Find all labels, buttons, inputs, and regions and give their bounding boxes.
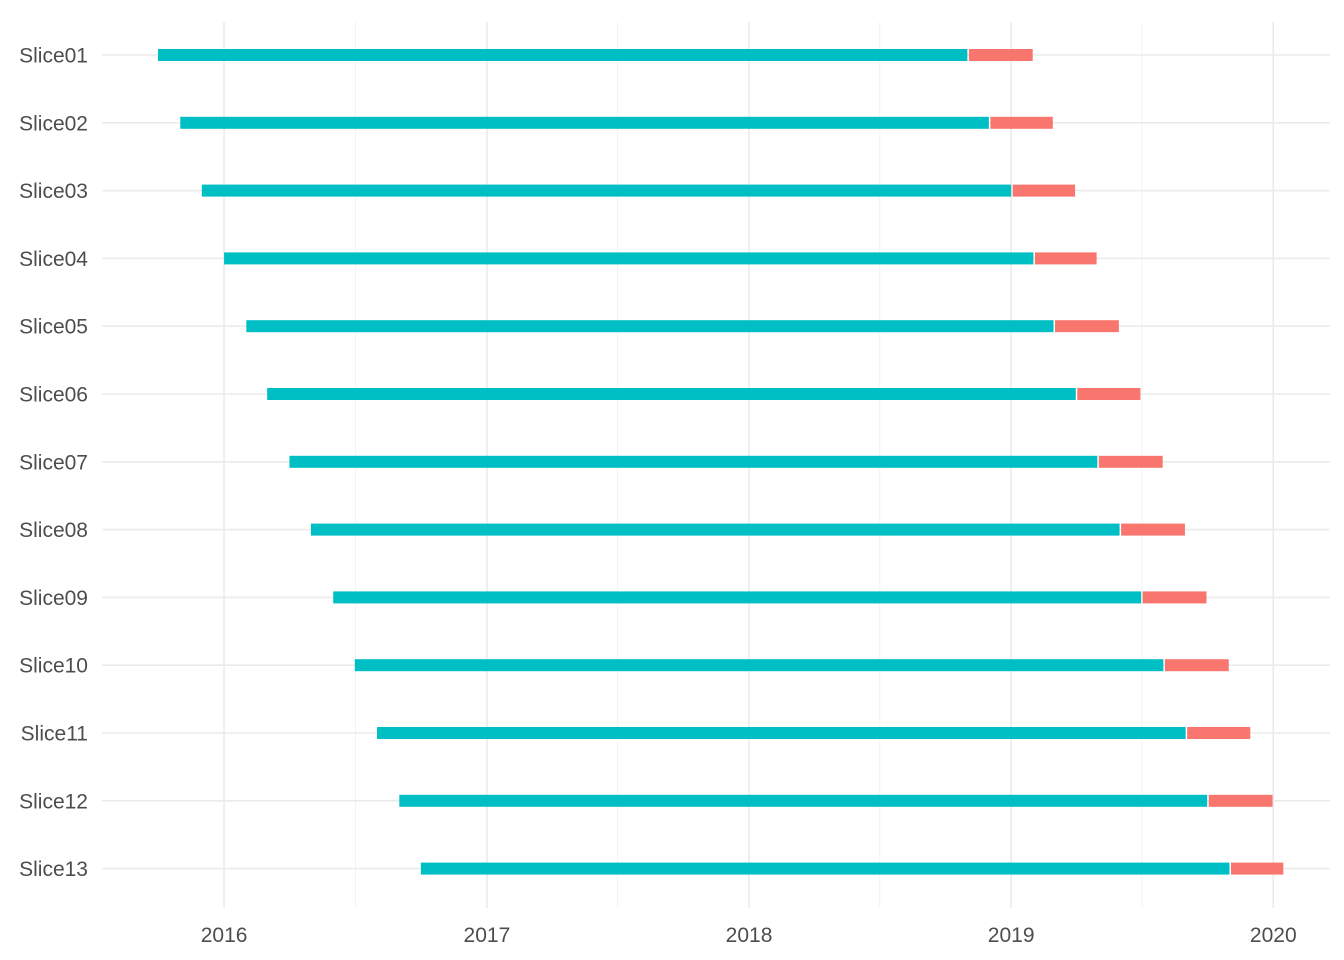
test-segment-bar <box>1187 727 1251 739</box>
x-tick-label: 2019 <box>988 924 1035 947</box>
y-tick-label: Slice06 <box>19 384 88 407</box>
y-tick-label: Slice09 <box>19 587 88 610</box>
test-segment-bar <box>1077 388 1141 400</box>
test-segment-bar <box>1098 455 1163 468</box>
x-tick-label: 2016 <box>201 924 248 947</box>
plot-area <box>158 49 1284 875</box>
y-tick-label: Slice12 <box>19 790 88 813</box>
train-segment-bar <box>354 659 1164 672</box>
test-segment-bar <box>1208 794 1273 807</box>
x-tick-label: 2020 <box>1250 924 1297 947</box>
train-segment-bar <box>333 591 1142 604</box>
y-tick-label: Slice11 <box>21 723 88 746</box>
y-tick-label: Slice02 <box>19 112 88 135</box>
train-segment-bar <box>158 49 968 61</box>
y-tick-label: Slice10 <box>19 655 88 678</box>
test-segment-bar <box>1012 184 1076 197</box>
x-axis-labels: 2016 2017 2018 2019 2020 <box>201 924 1297 947</box>
test-segment-bar <box>1164 659 1229 672</box>
train-segment-bar <box>180 116 989 129</box>
test-segment-bar <box>968 49 1033 61</box>
test-segment-bar <box>1230 862 1284 875</box>
y-axis-labels: Slice01 Slice02 Slice03 Slice04 Slice05 Slice… <box>19 45 88 882</box>
train-segment-bar <box>246 320 1054 333</box>
test-segment-bar <box>990 116 1053 129</box>
train-segment-bar <box>420 862 1230 875</box>
y-tick-label: Slice13 <box>19 858 88 881</box>
train-segment-bar <box>201 184 1012 197</box>
y-tick-label: Slice08 <box>19 519 88 542</box>
train-segment-bar <box>267 388 1076 400</box>
test-segment-bar <box>1034 252 1097 265</box>
y-tick-label: Slice01 <box>19 45 88 68</box>
test-segment-bar <box>1055 320 1119 333</box>
train-segment-bar <box>377 727 1186 739</box>
train-segment-bar <box>399 794 1208 807</box>
train-segment-bar <box>289 455 1098 468</box>
y-tick-label: Slice07 <box>19 451 88 474</box>
y-tick-label: Slice04 <box>19 248 88 271</box>
x-tick-label: 2017 <box>464 924 511 947</box>
train-segment-bar <box>310 523 1120 536</box>
y-tick-label: Slice03 <box>19 180 88 203</box>
x-tick-label: 2018 <box>726 924 773 947</box>
y-tick-label: Slice05 <box>19 316 88 339</box>
test-segment-bar <box>1142 591 1207 604</box>
test-segment-bar <box>1121 523 1185 536</box>
train-segment-bar <box>224 252 1034 265</box>
